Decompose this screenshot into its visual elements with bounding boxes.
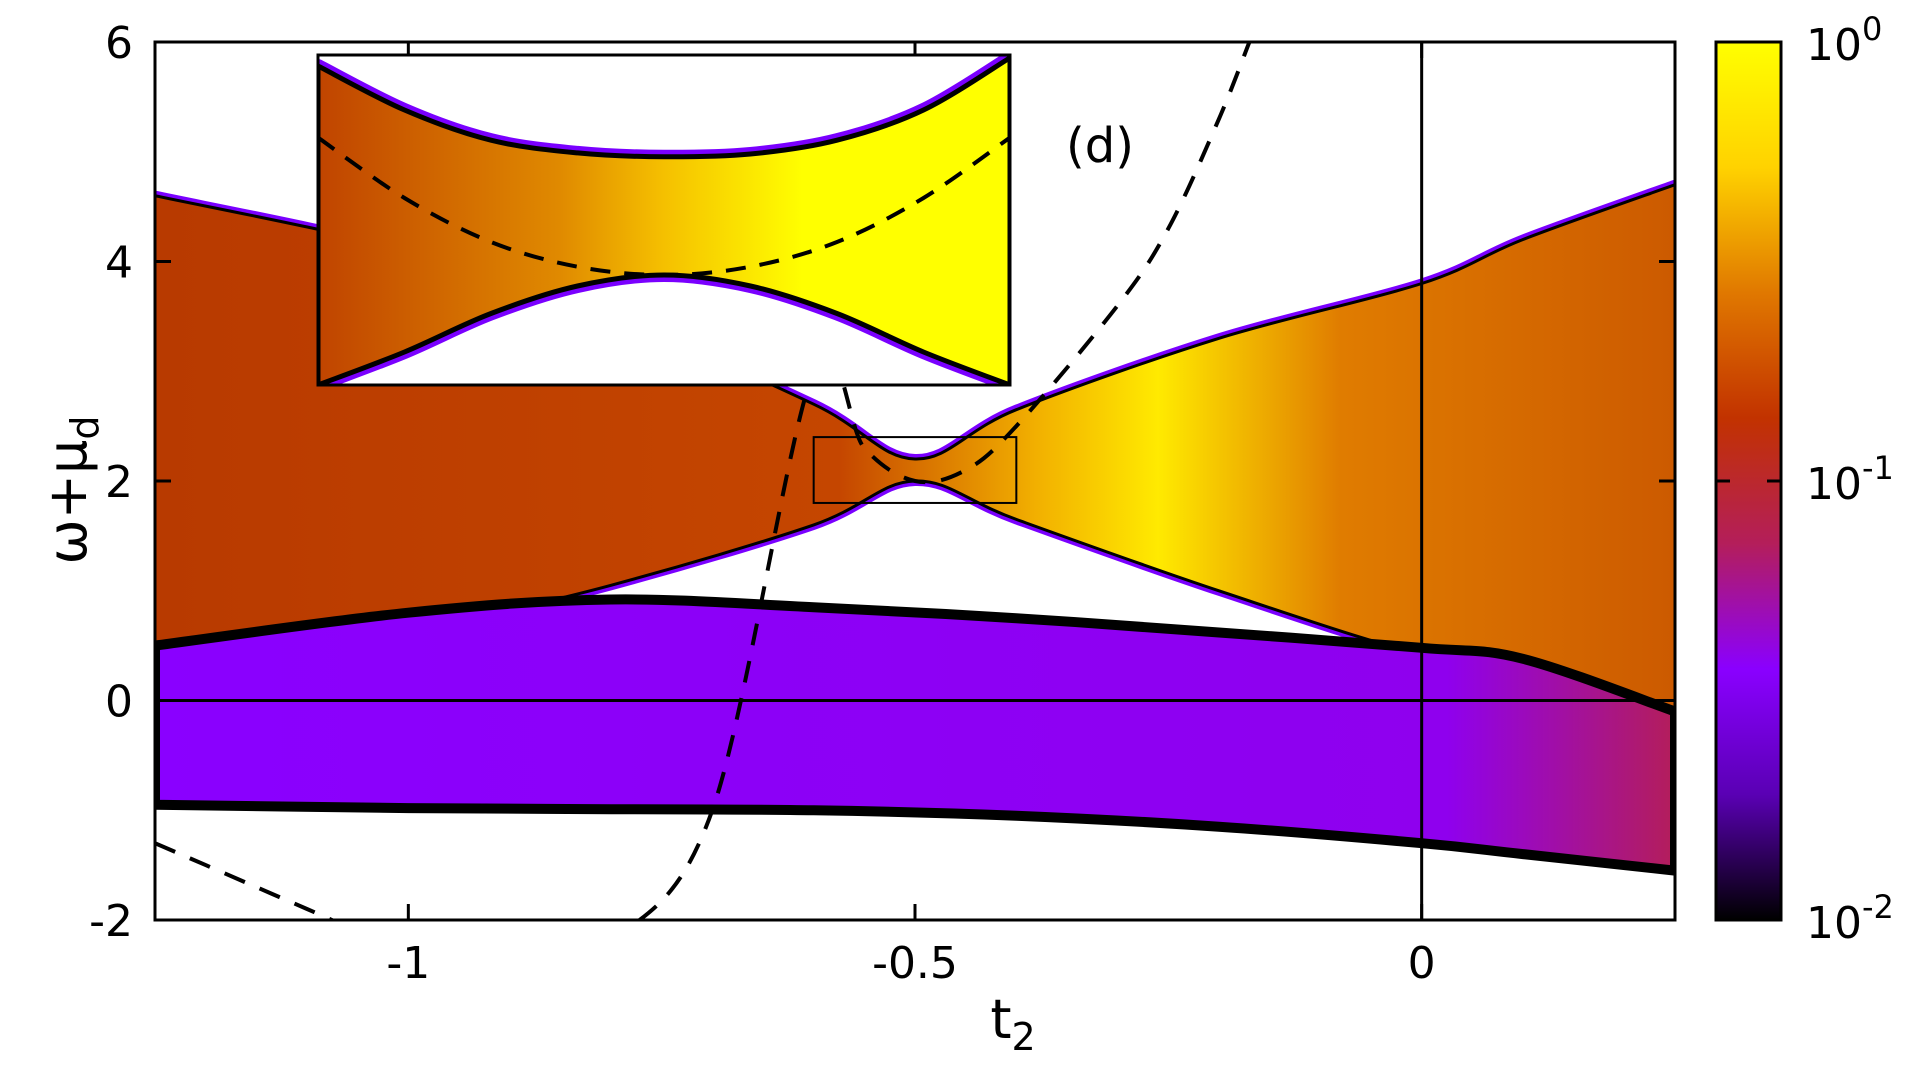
colorbar-tick-labels: 100 10-1 10-2 xyxy=(1806,10,1894,949)
y-tick-label: 4 xyxy=(105,238,133,289)
y-axis-label-subscript: d xyxy=(63,416,107,440)
x-tick-label: 0 xyxy=(1408,938,1436,989)
x-tick-label: -1 xyxy=(386,938,430,989)
x-axis-label-main: t xyxy=(990,988,1011,1051)
y-axis-label-main: ω+μ xyxy=(36,440,99,565)
colorbar-tick-label: 100 xyxy=(1806,10,1882,71)
inset-plot xyxy=(316,53,1012,387)
colorbar-tick-marks xyxy=(1716,40,1781,922)
colorbar: 100 10-1 10-2 xyxy=(1714,10,1894,949)
x-axis-label: t2 xyxy=(990,988,1035,1059)
lower-band xyxy=(155,594,1675,876)
y-tick-label: -2 xyxy=(89,896,133,947)
colorbar-tick-label: 10-2 xyxy=(1806,888,1894,949)
zoom-region-box xyxy=(812,436,1018,504)
inset-band xyxy=(318,55,1010,385)
y-tick-label: 6 xyxy=(105,18,133,69)
inset-dashed-curve xyxy=(318,135,1010,278)
x-axis-label-subscript: 2 xyxy=(1012,1015,1036,1059)
colorbar-tick-label: 10-1 xyxy=(1806,449,1894,510)
y-tick-label: 0 xyxy=(105,677,133,728)
y-tick-marks xyxy=(155,40,1675,922)
x-tick-label: -0.5 xyxy=(872,938,958,989)
y-tick-label: 2 xyxy=(105,457,133,508)
inset-frame xyxy=(316,53,1012,387)
y-axis-label: ω+μd xyxy=(36,416,107,565)
panel-label: (d) xyxy=(1066,118,1134,174)
x-tick-labels: -1 -0.5 0 xyxy=(386,938,1435,989)
y-tick-labels: 6 4 2 0 -2 xyxy=(89,18,133,947)
